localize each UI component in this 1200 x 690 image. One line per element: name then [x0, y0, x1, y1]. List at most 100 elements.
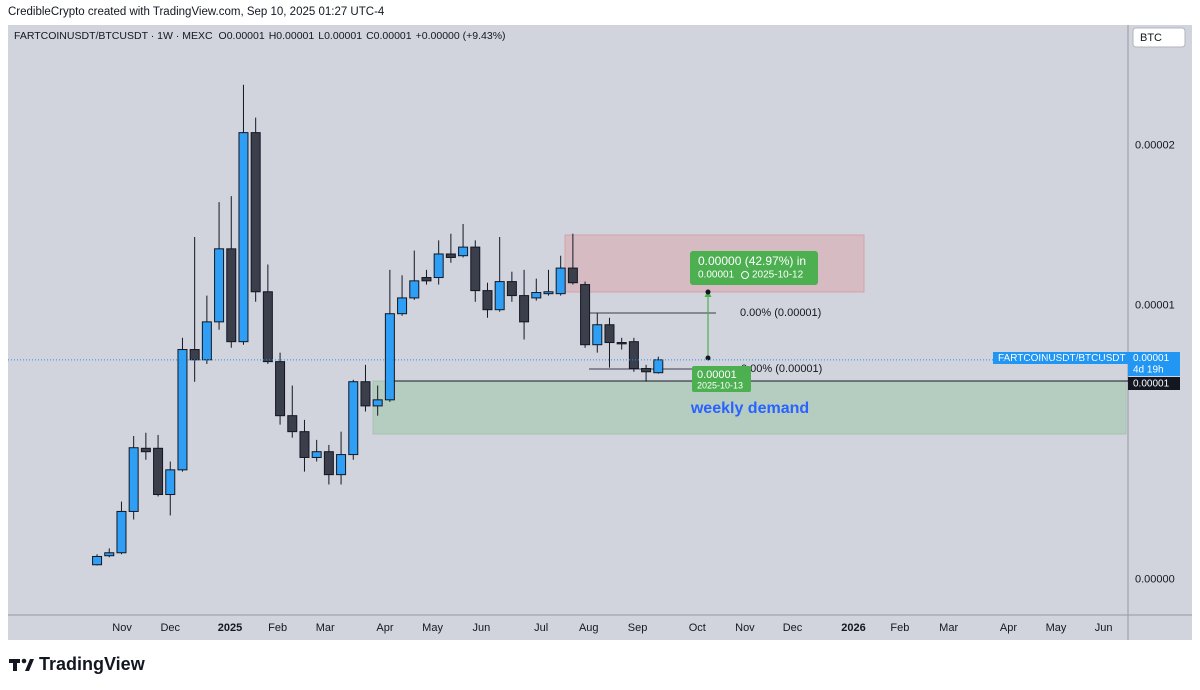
x-tick-label: Sep: [628, 622, 648, 634]
currency-label[interactable]: BTC: [1140, 32, 1162, 44]
candles: [92, 84, 664, 566]
level-upper-label: 0.00% (0.00001): [740, 307, 821, 319]
legend-key: O: [219, 30, 227, 42]
x-tick-label: Feb: [268, 622, 287, 634]
x-tick-label: May: [422, 622, 443, 634]
legend-key: C: [366, 30, 374, 42]
legend-value: 0.00001: [374, 30, 412, 42]
x-tick-label: Jul: [534, 622, 548, 634]
last-price: 0.00001: [1133, 353, 1170, 364]
candle-body: [214, 248, 225, 323]
candle-body: [250, 132, 261, 293]
candle-body: [165, 469, 176, 496]
brand-logo: [9, 658, 34, 671]
level-lower-label: 0.00% (0.00001): [741, 363, 822, 375]
brand-name: TradingView: [39, 654, 146, 674]
candle-body: [531, 292, 542, 299]
candle-body: [397, 297, 408, 315]
legend-value: 0.00001: [227, 30, 265, 42]
candle-body: [543, 291, 554, 295]
demand-zone: [372, 380, 1127, 435]
candle-body: [92, 555, 103, 566]
candle-body: [433, 253, 444, 279]
x-tick-label: Apr: [376, 622, 393, 634]
candle-body: [299, 431, 310, 458]
candle-body: [189, 349, 200, 361]
x-tick-label: Oct: [689, 622, 706, 634]
measure-change: 0.00000 (42.97%) in: [698, 254, 806, 268]
candle-body: [336, 454, 347, 476]
currency-button[interactable]: [1132, 27, 1186, 48]
candle-body: [287, 415, 298, 433]
candle-body: [445, 253, 456, 258]
candle-body: [323, 451, 334, 476]
measure-price: 0.00001: [698, 270, 735, 281]
y-tick-label: 0.00000: [1135, 573, 1175, 585]
candle-body: [555, 267, 566, 295]
candle-body: [140, 447, 151, 453]
measure-end: [705, 289, 711, 295]
x-tick-label: Dec: [783, 622, 803, 634]
candle-body: [384, 313, 395, 401]
candle-body: [567, 267, 578, 284]
candle-body: [226, 248, 237, 343]
candle-body: [262, 291, 273, 363]
legend-value: 0.00001: [276, 30, 314, 42]
symbol-tag: [993, 352, 1128, 364]
candle-body: [104, 552, 115, 557]
line-price-tag: [1128, 377, 1180, 390]
candle-body: [177, 349, 188, 471]
x-tick-label: Jun: [1095, 622, 1113, 634]
candle-body: [470, 246, 481, 292]
legend-key: L: [318, 30, 324, 42]
candle-body: [153, 447, 164, 496]
candle-body: [201, 321, 212, 361]
candle-body: [628, 341, 639, 370]
x-tick-label: Feb: [890, 622, 909, 634]
candle-body: [604, 324, 615, 344]
symbol-tag-text: FARTCOINUSDT/BTCUSDT: [998, 353, 1126, 364]
legend: FARTCOINUSDT/BTCUSDT · 1W · MEXC O0.00001…: [14, 30, 506, 42]
measure-start: [705, 355, 711, 361]
x-tick-label: Mar: [316, 622, 335, 634]
cursor-price: 0.00001: [697, 369, 737, 381]
candle-body: [360, 381, 371, 407]
x-tick-label: Nov: [112, 622, 132, 634]
candle-body: [482, 290, 493, 311]
legend-change: +0.00000 (+9.43%): [416, 30, 506, 42]
candle-body: [580, 284, 591, 346]
candle-body: [348, 381, 359, 456]
candle-body: [458, 246, 469, 257]
x-tick-label: Dec: [160, 622, 180, 634]
candle-body: [592, 324, 603, 346]
x-tick-label: 2026: [841, 622, 865, 634]
measure-date: 2025-10-12: [752, 270, 804, 281]
candle-body: [128, 447, 139, 512]
line-price: 0.00001: [1133, 379, 1170, 390]
legend-key: H: [269, 30, 277, 42]
candle-body: [641, 368, 652, 373]
x-tick-label: Apr: [1000, 622, 1017, 634]
candle-body: [616, 342, 627, 345]
x-tick-label: 2025: [218, 622, 242, 634]
candle-body: [238, 132, 249, 343]
candle-body: [494, 281, 505, 311]
y-tick-label: 0.00001: [1135, 300, 1175, 312]
candle-body: [653, 359, 664, 374]
zone-label: weekly demand: [690, 400, 809, 417]
countdown: 4d 19h: [1133, 365, 1164, 376]
legend-value: 0.00001: [324, 30, 362, 42]
candle-body: [311, 451, 322, 458]
legend-symbol: FARTCOINUSDT/BTCUSDT · 1W · MEXC: [14, 30, 213, 42]
candle-body: [421, 277, 432, 282]
x-tick-label: May: [1046, 622, 1067, 634]
header-text: CredibleCrypto created with TradingView.…: [8, 6, 385, 18]
y-tick-label: 0.00002: [1135, 139, 1175, 151]
x-tick-label: Mar: [939, 622, 958, 634]
last-price-tag: [1128, 352, 1180, 376]
candle-body: [116, 510, 127, 554]
cursor-box: [692, 366, 751, 392]
x-tick-label: Nov: [735, 622, 755, 634]
candle-body: [506, 281, 517, 297]
